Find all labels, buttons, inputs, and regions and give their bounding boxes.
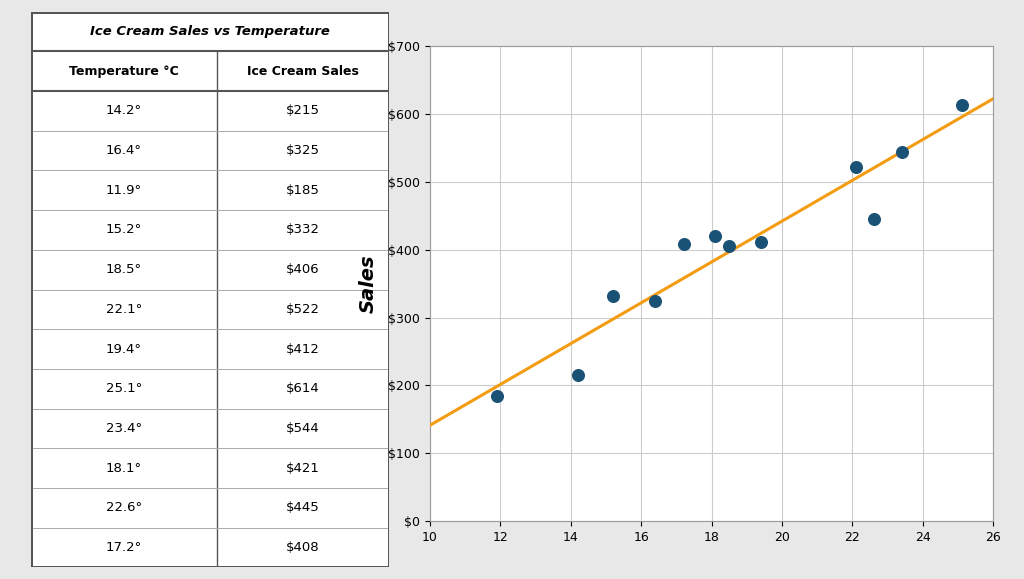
Text: $614: $614 [287,382,319,395]
Point [569,371,586,380]
Text: $406: $406 [287,263,319,276]
Point [721,241,737,250]
Text: 25.1°: 25.1° [105,382,142,395]
Point [488,391,505,400]
Text: 18.1°: 18.1° [105,461,142,475]
Point [676,240,692,249]
Text: Ice Cream Sales: Ice Cream Sales [247,65,359,78]
Point [848,163,864,172]
Text: 22.6°: 22.6° [105,501,142,514]
Text: 18.5°: 18.5° [105,263,142,276]
Text: $215: $215 [286,104,321,118]
Text: 19.4°: 19.4° [105,343,142,356]
Text: 14.2°: 14.2° [105,104,142,118]
Point [865,215,882,224]
Point [605,291,622,301]
Text: $185: $185 [286,184,321,197]
Text: $544: $544 [287,422,319,435]
Text: 23.4°: 23.4° [105,422,142,435]
Point [953,100,970,109]
Point [707,231,723,240]
Text: $421: $421 [286,461,321,475]
Point [753,237,769,246]
Text: Ice Cream Sales vs Temperature: Ice Cream Sales vs Temperature [90,25,330,38]
Text: $445: $445 [287,501,319,514]
Text: 22.1°: 22.1° [105,303,142,316]
Point [894,148,910,157]
Text: $408: $408 [287,541,319,554]
Text: $332: $332 [286,223,321,236]
Y-axis label: Sales: Sales [358,254,377,313]
Point [647,296,664,305]
Text: $522: $522 [286,303,321,316]
Text: 15.2°: 15.2° [105,223,142,236]
Text: Temperature °C: Temperature °C [69,65,179,78]
Text: $412: $412 [286,343,321,356]
Text: 17.2°: 17.2° [105,541,142,554]
Text: 16.4°: 16.4° [105,144,142,157]
Text: $325: $325 [286,144,321,157]
Text: 11.9°: 11.9° [105,184,142,197]
